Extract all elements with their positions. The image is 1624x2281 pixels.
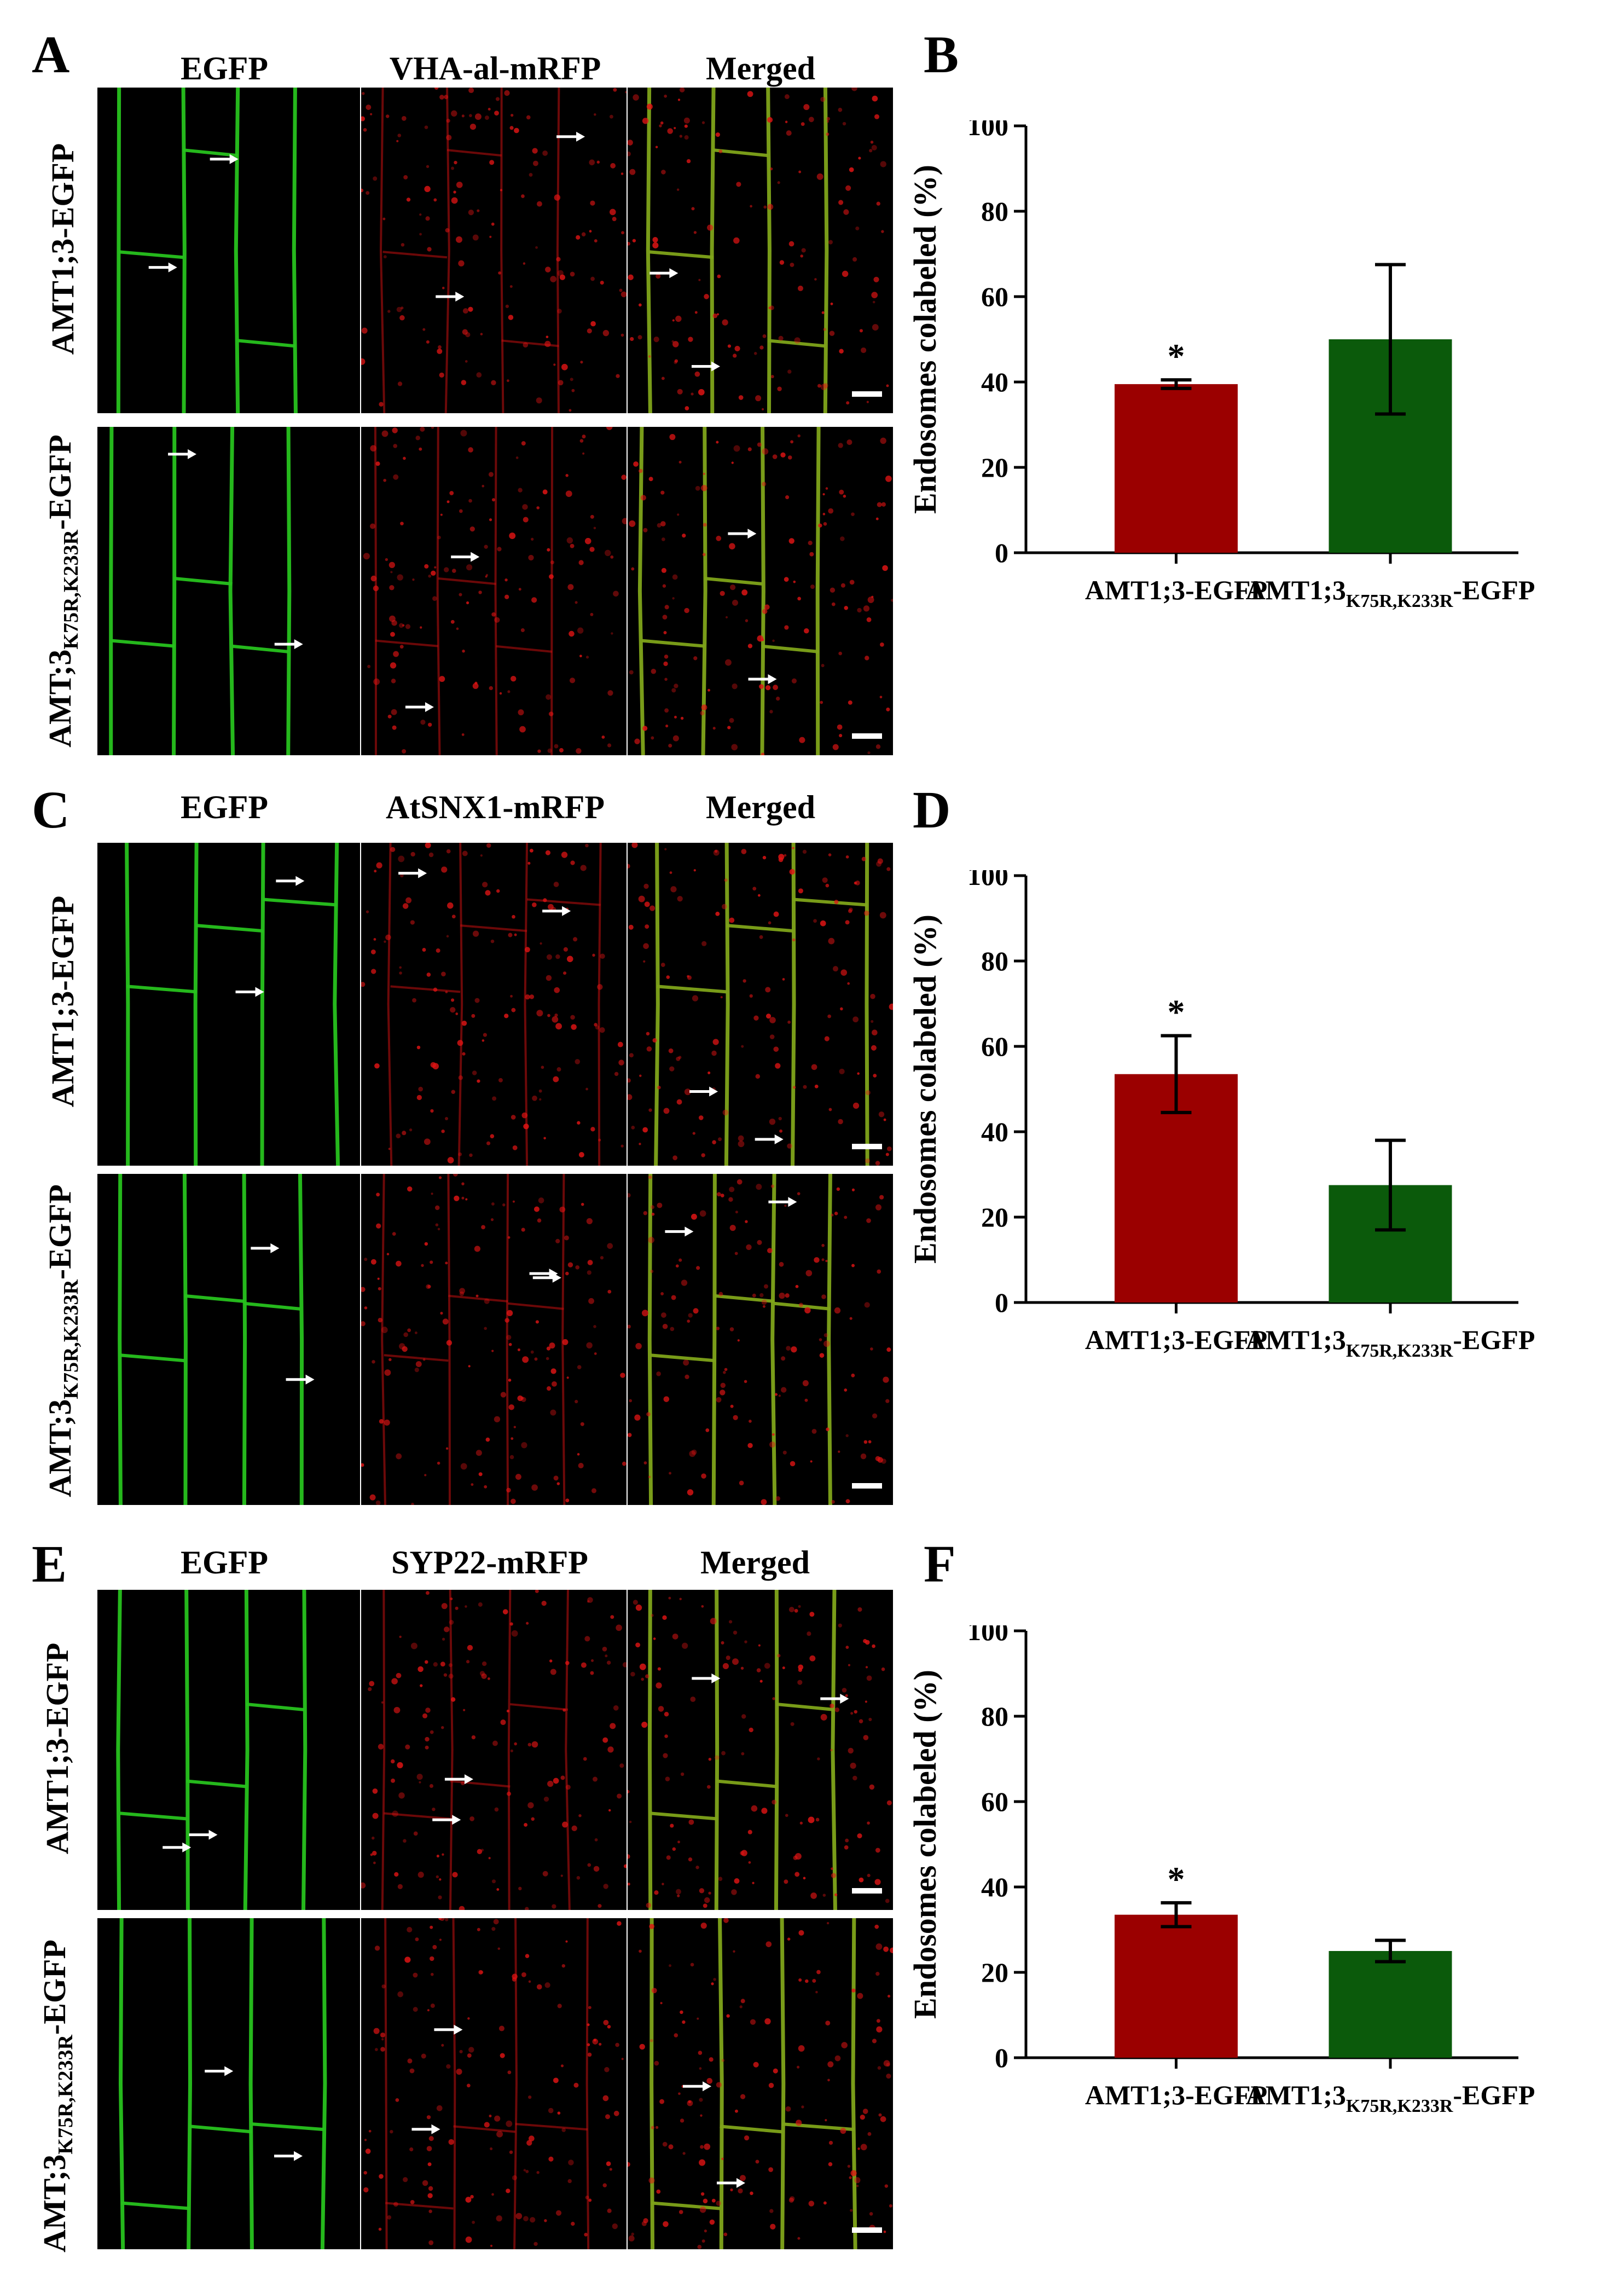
col-header-merged: Merged bbox=[700, 1544, 810, 1581]
panel-label-c: C bbox=[32, 780, 70, 839]
col-header-egfp: EGFP bbox=[181, 789, 268, 825]
panel-label-f: F bbox=[924, 1535, 956, 1593]
bar bbox=[1115, 384, 1238, 553]
merged-image bbox=[628, 427, 893, 755]
y-tick-label: 80 bbox=[981, 1701, 1008, 1732]
bar bbox=[1115, 1914, 1238, 2058]
egfp-image bbox=[97, 1590, 360, 1910]
significance-asterisk: * bbox=[1168, 337, 1185, 375]
panel-label-b: B bbox=[924, 25, 959, 84]
row-label-wildtype: AMT1;3-EGFP bbox=[45, 143, 80, 355]
x-tick-label: AMT1;3-EGFP bbox=[1085, 575, 1267, 605]
mrfp-image bbox=[361, 427, 627, 755]
col-header-merged: Merged bbox=[706, 789, 815, 825]
mrfp-image bbox=[361, 88, 627, 413]
merged-image bbox=[628, 88, 893, 413]
col-header-egfp: EGFP bbox=[181, 50, 268, 86]
bar-chart-d: Endosomes colabeled (%) 0 20 40 60 80 100 * AMT1… bbox=[908, 870, 1535, 1361]
merged-image bbox=[628, 1174, 893, 1505]
merged-image bbox=[628, 843, 893, 1166]
bar bbox=[1329, 1951, 1452, 2058]
egfp-image bbox=[97, 1174, 360, 1505]
col-header-red-channel: VHA-al-mRFP bbox=[389, 50, 601, 86]
y-tick-label: 80 bbox=[981, 946, 1008, 976]
col-header-red-channel: AtSNX1-mRFP bbox=[386, 789, 605, 825]
y-tick-label: 60 bbox=[981, 1031, 1008, 1062]
y-tick-label: 20 bbox=[981, 1202, 1008, 1232]
mrfp-image bbox=[361, 1918, 627, 2249]
x-tick-label: AMT1;3-EGFP bbox=[1085, 1324, 1267, 1355]
significance-asterisk: * bbox=[1168, 1860, 1185, 1898]
egfp-image bbox=[97, 1918, 360, 2249]
y-tick-label: 0 bbox=[995, 2042, 1008, 2073]
mrfp-image bbox=[361, 843, 627, 1166]
row-label-mutant: AMT;3K75R,K233R-EGFP bbox=[37, 1940, 77, 2253]
y-tick-label: 100 bbox=[967, 120, 1008, 141]
egfp-image bbox=[97, 427, 360, 755]
y-tick-label: 100 bbox=[967, 1625, 1008, 1646]
merged-image bbox=[628, 1590, 893, 1910]
y-axis-label: Endosomes colabeled (%) bbox=[908, 914, 943, 1264]
y-tick-label: 40 bbox=[981, 1116, 1008, 1147]
y-axis-label: Endosomes colabeled (%) bbox=[908, 1670, 943, 2019]
x-tick-label: AMT1;3K75R,K233R-EGFP bbox=[1246, 2080, 1535, 2116]
bar-chart-f: Endosomes colabeled (%) 0 20 40 60 80 100 * AMT1… bbox=[908, 1625, 1535, 2116]
y-axis-label: Endosomes colabeled (%) bbox=[908, 165, 943, 514]
x-tick-label: AMT1;3K75R,K233R-EGFP bbox=[1246, 575, 1535, 611]
x-tick-label: AMT1;3-EGFP bbox=[1085, 2080, 1267, 2110]
y-tick-label: 60 bbox=[981, 281, 1008, 312]
mrfp-image bbox=[361, 1174, 627, 1505]
mrfp-image bbox=[361, 1590, 627, 1910]
row-label-mutant: AMT;3K75R,K233R-EGFP bbox=[42, 435, 83, 748]
y-tick-label: 60 bbox=[981, 1786, 1008, 1817]
bar-chart-b: Endosomes colabeled (%) 0 20 40 60 80 100 * AMT1… bbox=[908, 120, 1535, 611]
col-header-red-channel: SYP22-mRFP bbox=[391, 1544, 588, 1581]
y-tick-label: 20 bbox=[981, 1957, 1008, 1988]
x-tick-label: AMT1;3K75R,K233R-EGFP bbox=[1246, 1324, 1535, 1361]
row-label-mutant: AMT;3K75R,K233R-EGFP bbox=[42, 1184, 83, 1497]
y-tick-label: 0 bbox=[995, 537, 1008, 568]
y-tick-label: 80 bbox=[981, 196, 1008, 227]
panel-label-e: E bbox=[32, 1535, 67, 1593]
panel-label-d: D bbox=[913, 780, 951, 839]
col-header-merged: Merged bbox=[706, 50, 815, 86]
panel-label-a: A bbox=[32, 25, 70, 84]
significance-asterisk: * bbox=[1168, 993, 1185, 1032]
y-tick-label: 40 bbox=[981, 1872, 1008, 1902]
egfp-image bbox=[97, 843, 360, 1166]
y-tick-label: 100 bbox=[967, 870, 1008, 891]
y-tick-label: 40 bbox=[981, 367, 1008, 397]
row-label-wildtype: AMT1;3-EGFP bbox=[45, 895, 80, 1108]
y-tick-label: 0 bbox=[995, 1287, 1008, 1318]
egfp-image bbox=[97, 88, 360, 413]
col-header-egfp: EGFP bbox=[181, 1544, 268, 1581]
merged-image bbox=[628, 1918, 893, 2249]
row-label-wildtype: AMT1;3-EGFP bbox=[39, 1642, 75, 1855]
y-tick-label: 20 bbox=[981, 452, 1008, 483]
